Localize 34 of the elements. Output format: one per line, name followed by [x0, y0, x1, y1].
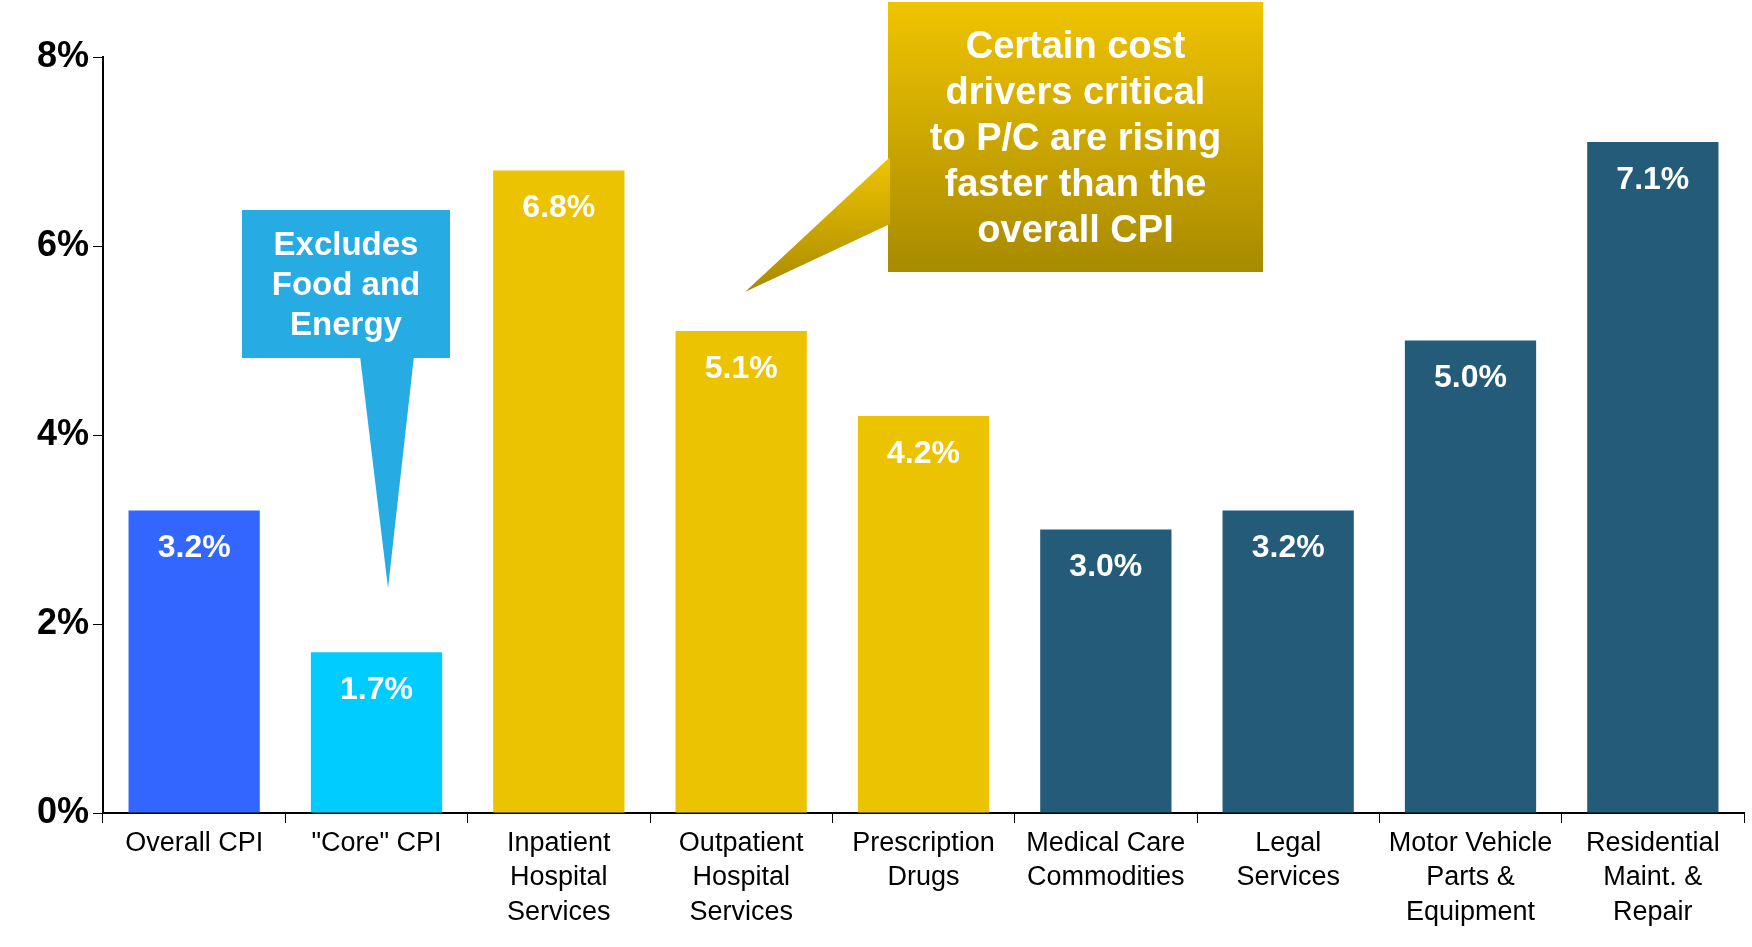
annotation: Excludes Food and Energy — [242, 210, 450, 358]
data-label: 1.7% — [340, 670, 413, 707]
bar — [493, 170, 625, 813]
data-label: 3.0% — [1069, 547, 1143, 584]
bar — [1404, 340, 1537, 813]
bar — [128, 510, 260, 813]
x-tick-label: Inpatient Hospital Services — [507, 826, 612, 926]
y-tick-label: 6% — [36, 222, 89, 264]
bar — [310, 652, 443, 813]
x-tick-label: Residential Maint. & Repair — [1586, 826, 1720, 926]
bar — [1222, 510, 1354, 813]
bar — [857, 416, 990, 813]
x-tick-label: Legal Services — [1236, 826, 1340, 892]
data-label: 5.1% — [704, 348, 778, 385]
y-tick-label: 4% — [36, 411, 89, 453]
x-tick-label: "Core" CPI — [311, 826, 442, 857]
x-tick-label: Overall CPI — [125, 826, 264, 857]
data-label: 4.2% — [887, 433, 960, 470]
data-label: 3.2% — [157, 528, 231, 565]
x-tick-label: Outpatient Hospital Services — [678, 826, 804, 926]
bar — [1587, 142, 1719, 813]
x-tick-label: Medical Care Commodities — [1026, 826, 1186, 892]
data-label: 5.0% — [1434, 358, 1507, 395]
y-tick-label: 2% — [36, 600, 89, 642]
annotation: Certain cost drivers critical to P/C are rising faster than the overall CPI — [888, 2, 1263, 272]
y-tick-label: 8% — [36, 33, 89, 75]
bar — [1040, 529, 1172, 813]
y-tick-label: 0% — [36, 789, 89, 831]
data-label: 7.1% — [1616, 159, 1690, 196]
bar — [675, 331, 807, 813]
x-tick-label: Prescription Drugs — [852, 826, 995, 892]
x-tick-label: Motor Vehicle Parts & Equipment — [1388, 826, 1553, 926]
data-label: 6.8% — [522, 188, 596, 225]
data-label: 3.2% — [1251, 528, 1325, 565]
